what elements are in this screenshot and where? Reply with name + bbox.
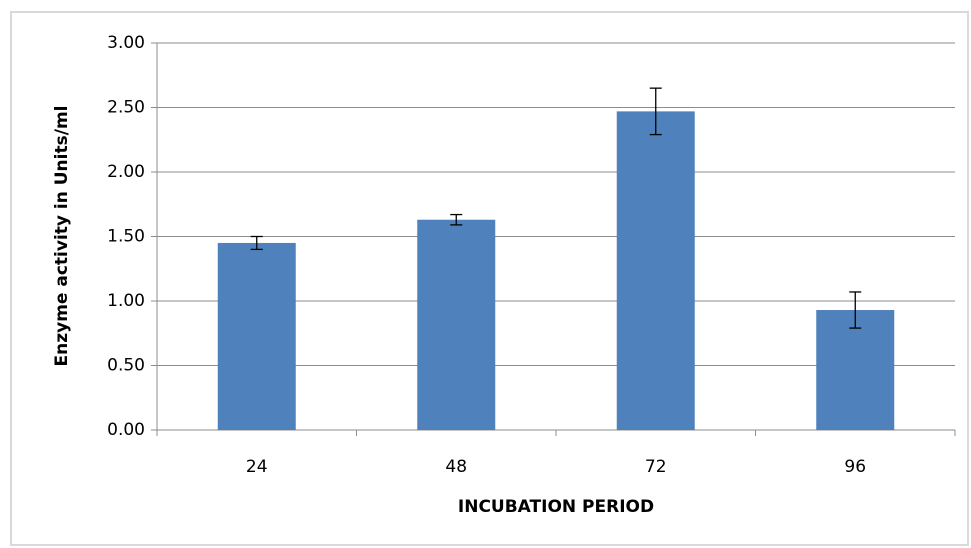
x-tick-label: 72 bbox=[645, 457, 667, 477]
y-tick-label: 2.00 bbox=[107, 162, 145, 182]
bar bbox=[816, 310, 895, 430]
bar bbox=[217, 242, 296, 430]
y-tick-label: 0.50 bbox=[107, 356, 145, 376]
y-tick-label: 1.00 bbox=[107, 291, 145, 311]
y-tick-label: 3.00 bbox=[107, 33, 145, 53]
x-tick-label: 96 bbox=[844, 457, 866, 477]
x-tick-label: 48 bbox=[445, 457, 467, 477]
bar bbox=[417, 219, 496, 430]
y-tick-label: 2.50 bbox=[107, 98, 145, 118]
bar bbox=[616, 111, 695, 431]
x-axis-title: INCUBATION PERIOD bbox=[458, 497, 654, 517]
y-tick-label: 1.50 bbox=[107, 227, 145, 247]
x-tick-label: 24 bbox=[246, 457, 268, 477]
y-tick-label: 0.00 bbox=[107, 420, 145, 440]
y-axis-title: Enzyme activity in Units/ml bbox=[52, 106, 72, 367]
